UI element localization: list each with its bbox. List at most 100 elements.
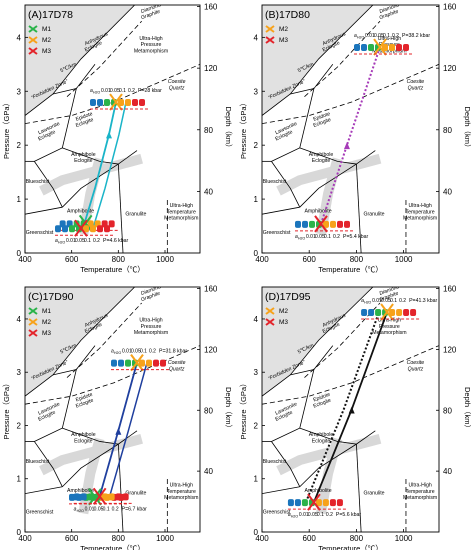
activity-block: [295, 220, 301, 228]
coesite-quartz-line: [262, 63, 439, 125]
activity-value: 0.1: [390, 298, 397, 304]
pressure-annotation: P=6.7 kbar: [122, 506, 148, 512]
label-coesite-quartz-line: Quartz: [169, 366, 185, 372]
activity-block: [122, 493, 129, 501]
label-granulite: Granulite: [363, 491, 384, 497]
granulite-boundary: [117, 164, 124, 253]
depth-tick-label: 120: [443, 64, 457, 73]
pressure-annotation: P=28 kbar: [138, 88, 162, 94]
activity-block: [361, 309, 368, 317]
activity-block: [287, 499, 294, 507]
activity-value: 0.05: [374, 33, 384, 39]
label-granulite: Granulite: [363, 211, 384, 217]
x-tick-label: 1000: [156, 534, 174, 543]
y-tick-label: 3: [17, 368, 22, 377]
a-h2o-sub: H2O: [364, 301, 371, 305]
activity-label: a H2O 0.01 0.05 0.1 0.2 P=4.6 kbar: [55, 238, 129, 245]
activity-value: 0.2: [112, 506, 119, 512]
activity-block: [361, 44, 367, 52]
blueschist-boundary: [34, 369, 77, 442]
label-uhp-line: Ultra-High: [378, 318, 401, 324]
activity-block: [354, 44, 360, 52]
activity-value: 0.01: [306, 234, 316, 240]
activity-value: 0.01: [66, 238, 76, 244]
marker-M3-b: [307, 493, 321, 511]
activity-value: 0.1: [324, 234, 331, 240]
label-epidote-eclogite-line: Epidote: [313, 111, 332, 123]
amphibolite-boundary: [62, 150, 138, 208]
depth-tick-label: 40: [443, 187, 452, 196]
label-coesite-quartz-line: Coesite: [407, 79, 425, 85]
x-tick-label: 600: [303, 255, 317, 264]
amphibolite-boundary: [299, 430, 376, 488]
depth-axis-label: Depth（km）: [224, 106, 233, 151]
x-tick-label: 1000: [395, 255, 413, 264]
label-amphibole-eclogite-line: Amphibole: [309, 152, 334, 158]
plot-frame: [261, 4, 440, 254]
x-axis-label: Temperature（℃）: [318, 265, 383, 274]
activity-block: [146, 359, 152, 367]
depth-tick-label: 40: [204, 467, 213, 476]
label-epidote-eclogite-line: Epidote: [75, 392, 94, 404]
greenschist-boundary: [25, 206, 63, 215]
depth-tick-label: 160: [443, 3, 457, 12]
blueschist-lower: [271, 441, 301, 487]
x-tick-label: 800: [350, 534, 364, 543]
blueschist-boundary: [271, 369, 315, 442]
y-tick-label: 0: [254, 249, 259, 258]
activity-block: [389, 309, 396, 317]
depth-tick-label: 120: [443, 345, 457, 354]
activity-value: 0.2: [392, 33, 399, 39]
activity-strip-M2: [354, 44, 409, 52]
label-diamond-graphite-line: Diamond: [140, 2, 163, 15]
path-arrow: [348, 406, 355, 414]
x-tick-label: 600: [65, 534, 79, 543]
label-coesite-quartz-line: Coesite: [407, 360, 425, 366]
label-uht-line: Metamorphism: [403, 216, 437, 222]
activity-block: [104, 99, 110, 107]
lawsonite-anhydrous-boundary: [66, 302, 142, 378]
activity-value: 0.1: [317, 512, 324, 518]
activity-block: [90, 225, 96, 233]
label-uht-line: Ultra-High: [170, 483, 193, 489]
label-epidote-eclogite-line: Eclogite: [75, 398, 95, 410]
activity-value: 0.05: [75, 238, 85, 244]
a-h2o-label: a: [354, 33, 357, 39]
activity-value: 0.05: [131, 349, 141, 355]
activity-label: a H2O 0.01 0.05 0.1 0.2 P=5.4 kbar: [295, 234, 369, 241]
a-h2o-sub: H2O: [291, 515, 298, 519]
y-tick-label: 3: [254, 87, 259, 96]
legend-label-M1: M1: [42, 26, 51, 33]
y-tick-label: 0: [17, 249, 22, 258]
x-tick-label: 800: [350, 255, 364, 264]
activity-block: [396, 44, 402, 52]
activity-block: [389, 44, 395, 52]
panel-3: “Forbidden Zone”5℃/kmAnhydrousEclogiteDi…: [2, 285, 233, 550]
x-tick-label: 1000: [156, 255, 174, 264]
activity-strip-M2: [90, 99, 145, 107]
activity-block: [118, 359, 124, 367]
depth-axis-label: Depth（km）: [463, 106, 471, 151]
x-tick-label: 400: [18, 534, 32, 543]
pt-path-solid-2: [108, 362, 148, 497]
depth-axis-label: Depth（km）: [463, 387, 471, 432]
activity-block: [403, 44, 409, 52]
activity-value: 0.2: [399, 298, 406, 304]
panel-1: “Forbidden Zone”5℃/kmAnhydrousEclogiteDi…: [2, 2, 233, 274]
activity-block: [101, 493, 108, 501]
y-tick-label: 3: [254, 368, 259, 377]
five-c-km-line: [262, 5, 374, 116]
y-tick-label: 4: [17, 33, 22, 42]
activity-block: [108, 220, 115, 228]
depth-tick-label: 160: [204, 285, 218, 294]
activity-value: 0.01: [372, 298, 382, 304]
activity-block: [83, 225, 89, 233]
pt-path-dotted: [304, 311, 381, 503]
activity-block: [55, 225, 61, 233]
